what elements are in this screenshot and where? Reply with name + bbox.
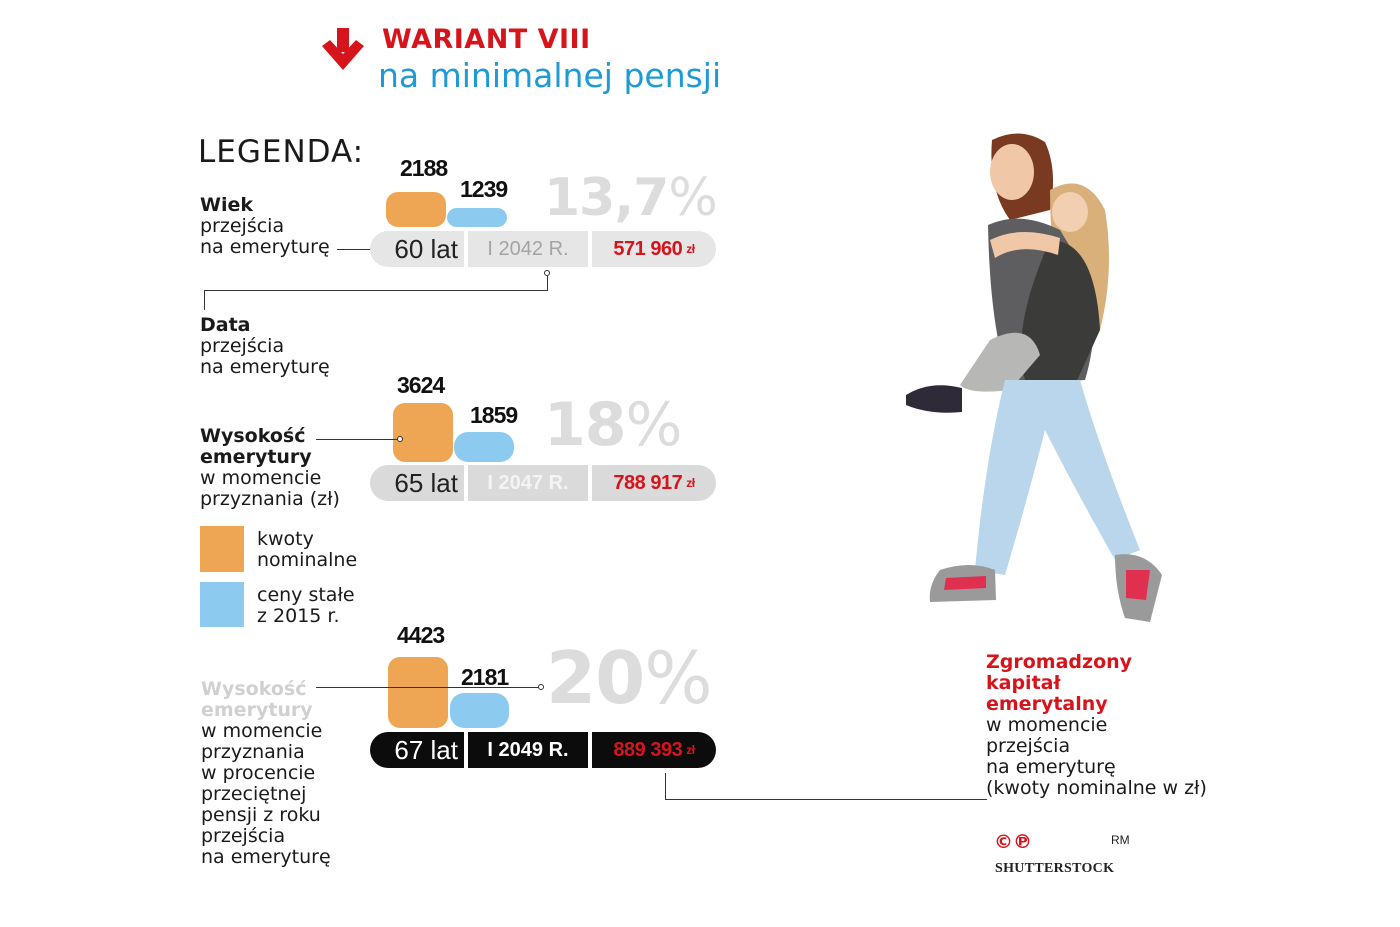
date-label-line: przejścia <box>200 335 285 357</box>
down-arrow-icon <box>322 28 364 70</box>
pension-label-line: w momencie <box>200 467 322 489</box>
capital-label-line: w momencie <box>986 714 1108 736</box>
real-value: 1859 <box>470 402 518 428</box>
real-value: 2181 <box>461 664 509 690</box>
photo-woman-carrying-child <box>906 133 1162 622</box>
capital-label: Zgromadzony kapitał emerytalny w momenci… <box>986 652 1207 799</box>
row-pill: 65 lat I 2047 R. 788 917 zł <box>370 465 716 501</box>
percent-label-line: w procencie <box>201 762 316 784</box>
percent-value: 13,7% <box>544 168 718 228</box>
percent-connector <box>316 687 540 688</box>
legend-text: kwoty <box>257 528 314 550</box>
legend-swatch-real <box>200 582 244 627</box>
capital-cell: 571 960 zł <box>592 231 716 267</box>
percent-label-line: na emeryturę <box>201 846 331 868</box>
capital-label-line: przejścia <box>986 735 1071 757</box>
age-cell: 60 lat <box>370 231 464 267</box>
capital-cell: 788 917 zł <box>592 465 716 501</box>
row-pill: 67 lat I 2049 R. 889 393 zł <box>370 732 716 768</box>
nominal-value: 4423 <box>397 622 445 648</box>
date-label-line: na emeryturę <box>200 356 330 378</box>
legend-nominal-label: kwoty nominalne <box>257 529 357 571</box>
date-cell: I 2042 R. <box>468 231 588 267</box>
legend-text: z 2015 r. <box>257 605 340 627</box>
legend-swatch-nominal <box>200 526 244 572</box>
real-bar <box>450 693 509 728</box>
legend-title: LEGENDA: <box>198 134 365 170</box>
percent-label-line: w momencie <box>201 720 323 742</box>
percent-label-line: pensji z roku <box>201 804 321 826</box>
percent-connector-dot <box>538 684 544 690</box>
nominal-value: 3624 <box>397 372 445 398</box>
date-cell: I 2049 R. <box>468 732 588 768</box>
percent-label-line: przejścia <box>201 825 286 847</box>
age-label-line: przejścia <box>200 215 285 237</box>
date-connector <box>204 290 548 291</box>
legend-real-label: ceny stałe z 2015 r. <box>257 585 355 627</box>
age-cell: 67 lat <box>370 732 464 768</box>
percent-value: 18% <box>544 390 683 460</box>
real-bar <box>454 432 514 462</box>
real-bar <box>447 208 507 227</box>
nominal-bar <box>388 657 448 728</box>
pension-connector-dot <box>397 436 403 442</box>
pension-label: Wysokość emerytury w momencie przyznania… <box>200 426 340 510</box>
date-cell: I 2047 R. <box>468 465 588 501</box>
age-label-line: na emeryturę <box>200 236 330 258</box>
row-pill: 60 lat I 2042 R. 571 960 zł <box>370 231 716 267</box>
real-value: 1239 <box>460 176 508 202</box>
pension-connector <box>316 439 399 440</box>
age-cell: 65 lat <box>370 465 464 501</box>
nominal-bar <box>386 192 446 227</box>
photo-credit: SHUTTERSTOCK <box>995 861 1115 876</box>
date-connector <box>204 290 205 310</box>
capital-connector <box>665 799 987 800</box>
capital-connector <box>665 773 666 799</box>
nominal-bar <box>393 403 453 462</box>
legend-text: nominalne <box>257 549 358 571</box>
date-connector <box>547 276 548 290</box>
date-connector-dot <box>544 270 550 276</box>
pension-label-line: przyznania (zł) <box>200 488 340 510</box>
age-label: Wiek przejścia na emeryturę <box>200 195 330 258</box>
capital-label-red: Zgromadzony <box>986 651 1133 673</box>
date-label: Data przejścia na emeryturę <box>200 315 330 378</box>
age-label-bold: Wiek <box>200 194 253 216</box>
subtitle: na minimalnej pensji <box>378 56 722 95</box>
rm-mark: RM <box>1111 833 1130 847</box>
capital-cell: 889 393 zł <box>592 732 716 768</box>
percent-label-line: przeciętnej <box>201 783 307 805</box>
capital-label-line: (kwoty nominalne w zł) <box>986 777 1207 799</box>
date-label-bold: Data <box>200 314 251 336</box>
pension-label-bold: emerytury <box>200 446 312 468</box>
percent-value: 20% <box>546 636 713 720</box>
percent-label: Wysokość emerytury w momencie przyznania… <box>201 679 331 868</box>
capital-label-red: kapitał <box>986 672 1061 694</box>
age-connector <box>337 249 371 250</box>
legend-text: ceny stałe <box>257 584 355 606</box>
title: WARIANT VIII <box>382 24 591 55</box>
copyright-icon: ©℗ <box>994 831 1032 853</box>
capital-label-red: emerytalny <box>986 693 1108 715</box>
percent-label-grey: Wysokość <box>201 678 307 700</box>
pension-label-bold: Wysokość <box>200 425 306 447</box>
percent-label-line: przyznania <box>201 741 305 763</box>
capital-label-line: na emeryturę <box>986 756 1116 778</box>
nominal-value: 2188 <box>400 155 448 181</box>
percent-label-grey: emerytury <box>201 699 313 721</box>
